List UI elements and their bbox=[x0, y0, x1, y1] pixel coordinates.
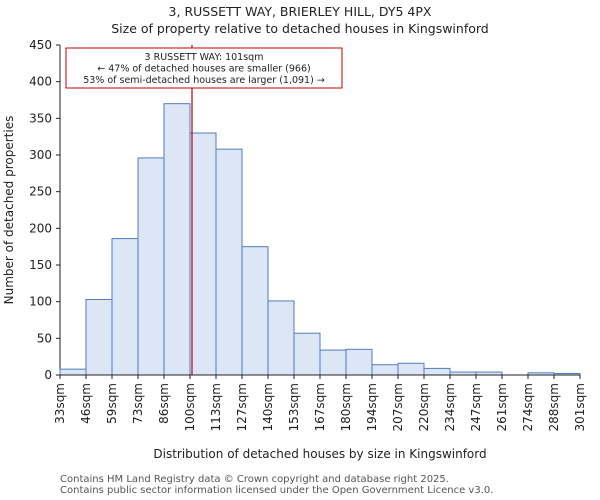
x-tick-label: 46sqm bbox=[79, 383, 93, 424]
y-tick-label: 50 bbox=[37, 331, 52, 345]
x-tick-label: 234sqm bbox=[443, 383, 457, 431]
y-tick-label: 200 bbox=[29, 221, 52, 235]
bars bbox=[59, 103, 581, 376]
annotation-line-1: 3 RUSSETT WAY: 101sqm bbox=[145, 52, 264, 63]
bar-73sqm bbox=[137, 157, 165, 376]
bar-180sqm bbox=[345, 348, 373, 376]
x-tick-label: 220sqm bbox=[417, 383, 431, 431]
bar-33sqm bbox=[59, 368, 87, 376]
footer-copyright: Contains HM Land Registry data © Crown c… bbox=[60, 474, 449, 485]
y-axis-label: Number of detached properties bbox=[2, 116, 16, 305]
x-tick-label: 261sqm bbox=[495, 383, 509, 431]
y-tick-label: 100 bbox=[29, 295, 52, 309]
x-axis: 33sqm 46sqm 59sqm 73sqm 86sqm 100sqm 113sqm 127… bbox=[53, 374, 587, 431]
y-tick-label: 300 bbox=[29, 148, 52, 162]
annotation-line-3: 53% of semi-detached houses are larger (… bbox=[83, 75, 325, 86]
x-tick-label: 180sqm bbox=[339, 383, 353, 431]
x-tick-label: 86sqm bbox=[157, 383, 171, 424]
chart-subtitle: Size of property relative to detached ho… bbox=[111, 21, 489, 36]
footer-licence: Contains public sector information licen… bbox=[60, 485, 494, 496]
x-tick-label: 167sqm bbox=[313, 383, 327, 431]
histogram-chart: 0 50 100 150 200 250 300 350 400 450 33sqm 46sqm 59… bbox=[2, 38, 587, 461]
bar-207sqm bbox=[397, 362, 425, 376]
bar-100sqm bbox=[189, 132, 217, 376]
annotation-line-2: ← 47% of detached houses are smaller (96… bbox=[97, 64, 310, 75]
bar-220sqm bbox=[423, 367, 451, 376]
x-tick-label: 113sqm bbox=[209, 383, 223, 431]
annotation-border bbox=[65, 47, 343, 89]
x-tick-label: 274sqm bbox=[521, 383, 535, 431]
y-axis: 0 50 100 150 200 250 300 350 400 450 bbox=[29, 38, 61, 382]
bar-127sqm bbox=[241, 246, 269, 376]
x-tick-label: 153sqm bbox=[287, 383, 301, 431]
bar-113sqm bbox=[215, 148, 243, 376]
y-tick-label: 150 bbox=[29, 258, 52, 272]
bar-59sqm bbox=[111, 238, 139, 376]
x-tick-label: 140sqm bbox=[261, 383, 275, 431]
bar-153sqm bbox=[293, 332, 321, 376]
bar-194sqm bbox=[371, 364, 399, 376]
x-tick-label: 288sqm bbox=[547, 383, 561, 431]
x-tick-label: 207sqm bbox=[391, 383, 405, 431]
x-tick-label: 301sqm bbox=[573, 383, 587, 431]
bar-86sqm bbox=[163, 103, 191, 376]
x-tick-label: 73sqm bbox=[131, 383, 145, 424]
y-tick-label: 0 bbox=[44, 368, 52, 382]
y-tick-label: 350 bbox=[29, 111, 52, 125]
chart-title: 3, RUSSETT WAY, BRIERLEY HILL, DY5 4PX bbox=[168, 4, 432, 19]
x-axis-label: Distribution of detached houses by size … bbox=[153, 447, 486, 461]
x-tick-label: 33sqm bbox=[53, 383, 67, 424]
annotation-box: 3 RUSSETT WAY: 101sqm ← 47% of detached … bbox=[65, 47, 343, 89]
bar-140sqm bbox=[267, 300, 295, 376]
y-tick-label: 250 bbox=[29, 185, 52, 199]
x-tick-label: 100sqm bbox=[183, 383, 197, 431]
x-tick-label: 127sqm bbox=[235, 383, 249, 431]
bar-167sqm bbox=[319, 349, 347, 376]
x-tick-label: 247sqm bbox=[469, 383, 483, 431]
y-tick-label: 400 bbox=[29, 75, 52, 89]
y-tick-label: 450 bbox=[29, 38, 52, 52]
x-tick-label: 194sqm bbox=[365, 383, 379, 431]
bar-46sqm bbox=[85, 298, 113, 376]
x-tick-label: 59sqm bbox=[105, 383, 119, 424]
